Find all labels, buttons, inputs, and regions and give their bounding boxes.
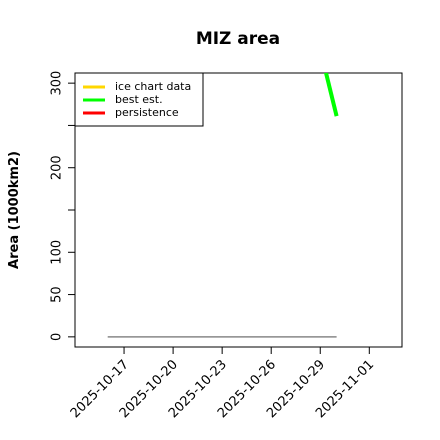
legend-label: ice chart data <box>115 80 191 93</box>
y-tick-label: 100 <box>50 240 65 265</box>
legend-label: best est. <box>115 93 163 106</box>
y-tick-label: 300 <box>50 71 65 96</box>
data-line <box>323 73 339 117</box>
y-tick-label: 0 <box>50 333 65 341</box>
y-tick-label: 50 <box>50 286 65 303</box>
y-axis-label: Area (1000km2) <box>7 151 22 269</box>
plot-area <box>107 73 339 338</box>
chart-title: MIZ area <box>196 29 280 49</box>
y-tick-label: 200 <box>50 155 65 180</box>
legend-label: persistence <box>115 106 179 119</box>
